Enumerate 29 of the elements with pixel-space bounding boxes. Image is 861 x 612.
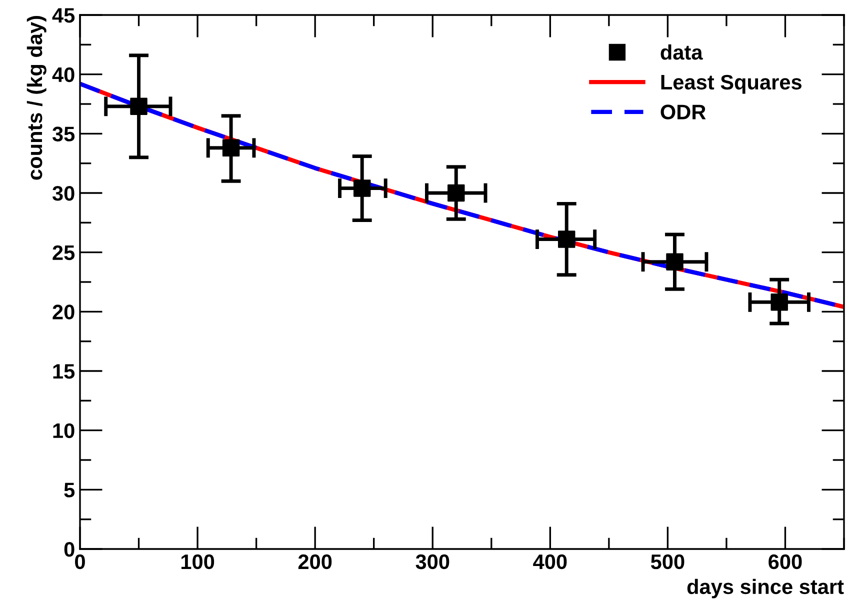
legend-label: data [660, 44, 703, 60]
legend-label: Least Squares [661, 74, 802, 94]
y-tick-label: 40 [52, 67, 74, 82]
y-tick-label: 0 [64, 542, 74, 557]
y-tick-label: 30 [52, 186, 74, 201]
x-tick-label: 200 [298, 554, 332, 570]
point [558, 230, 576, 248]
point [448, 184, 465, 202]
y-tick-label: 10 [53, 423, 74, 438]
x-tick-label: 100 [181, 554, 214, 570]
point [130, 98, 148, 115]
point [666, 253, 684, 270]
x-tick-label: 300 [416, 554, 450, 570]
y-tick-label: 15 [53, 364, 75, 379]
x-axis-title: days since start [687, 578, 844, 598]
y-tick-label: 5 [64, 482, 75, 498]
y-tick-label: 45 [52, 8, 75, 23]
x-tick-label: 400 [533, 554, 567, 570]
x-tick-label: 500 [650, 554, 684, 570]
point [353, 180, 371, 197]
y-tick-label: 20 [52, 304, 74, 320]
x-tick-label: 600 [768, 554, 802, 570]
point [222, 139, 240, 157]
x-tick-label: 0 [75, 554, 85, 570]
y-axis-title: counts / (kg day) [26, 16, 46, 180]
y-tick-label: 35 [52, 126, 75, 142]
legend-label: ODR [660, 104, 706, 120]
point [770, 294, 788, 311]
y-tick-label: 25 [52, 245, 75, 260]
